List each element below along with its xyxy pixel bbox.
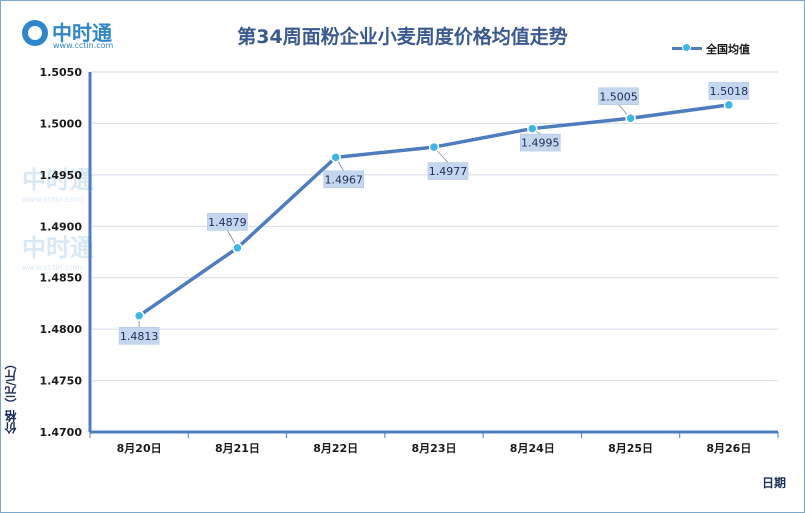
series-marker xyxy=(527,123,538,134)
data-label: 1.4813 xyxy=(120,330,159,343)
y-tick-label: 1.4750 xyxy=(40,375,83,388)
x-tick-label: 8月20日 xyxy=(117,442,162,455)
y-tick-label: 1.4850 xyxy=(40,272,83,285)
y-tick-label: 1.4700 xyxy=(40,426,83,439)
data-label: 1.5005 xyxy=(599,90,638,103)
x-tick-label: 8月24日 xyxy=(510,442,555,455)
data-label: 1.4879 xyxy=(208,216,247,229)
y-axis-title: 价格（元/斤） xyxy=(4,357,18,435)
logo-url: www.cctin.com xyxy=(53,41,114,50)
data-label-box xyxy=(708,82,750,100)
data-label: 1.4977 xyxy=(429,165,468,178)
series-marker xyxy=(723,99,735,111)
data-label: 1.4995 xyxy=(521,137,560,150)
x-tick-label: 8月21日 xyxy=(215,442,260,455)
series-marker xyxy=(133,310,145,322)
x-tick-label: 8月26日 xyxy=(706,442,751,455)
data-label-box xyxy=(323,170,364,189)
x-tick-label: 8月25日 xyxy=(608,442,653,455)
data-label-box xyxy=(207,213,248,231)
y-tick-label: 1.5000 xyxy=(40,117,83,130)
data-label-box xyxy=(427,162,469,180)
logo-badge-icon xyxy=(22,20,48,46)
series-marker xyxy=(232,242,243,254)
data-label-box xyxy=(118,327,160,345)
legend-marker-icon xyxy=(682,43,691,52)
series-marker xyxy=(428,141,440,153)
legend-label: 全国均值 xyxy=(706,43,750,56)
watermark-logo: 中时通 www.cctin.com xyxy=(22,166,94,204)
watermark-logo: 中时通 www.cctin.com xyxy=(22,234,94,272)
series-marker xyxy=(330,152,341,163)
cctin-logo: 中时通 www.cctin.com xyxy=(22,18,132,54)
x-axis-title: 日期 xyxy=(762,476,787,490)
series-marker xyxy=(625,113,636,124)
x-tick-label: 8月23日 xyxy=(412,442,457,455)
y-tick-label: 1.4800 xyxy=(40,323,83,336)
y-tick-label: 1.5050 xyxy=(40,66,83,79)
chart-title: 第34周面粉企业小麦周度价格均值走势 xyxy=(237,26,568,48)
data-label-box xyxy=(598,87,639,106)
legend: 全国均值 xyxy=(672,40,782,56)
logo-text: 中时通 xyxy=(52,21,112,45)
series-line xyxy=(138,103,730,318)
data-label: 1.5018 xyxy=(710,85,749,98)
data-label: 1.4967 xyxy=(324,173,363,186)
x-tick-label: 8月22日 xyxy=(313,442,358,455)
y-tick-label: 1.4900 xyxy=(40,220,83,233)
data-label-box xyxy=(520,133,561,152)
y-tick-label: 1.4950 xyxy=(40,169,83,182)
